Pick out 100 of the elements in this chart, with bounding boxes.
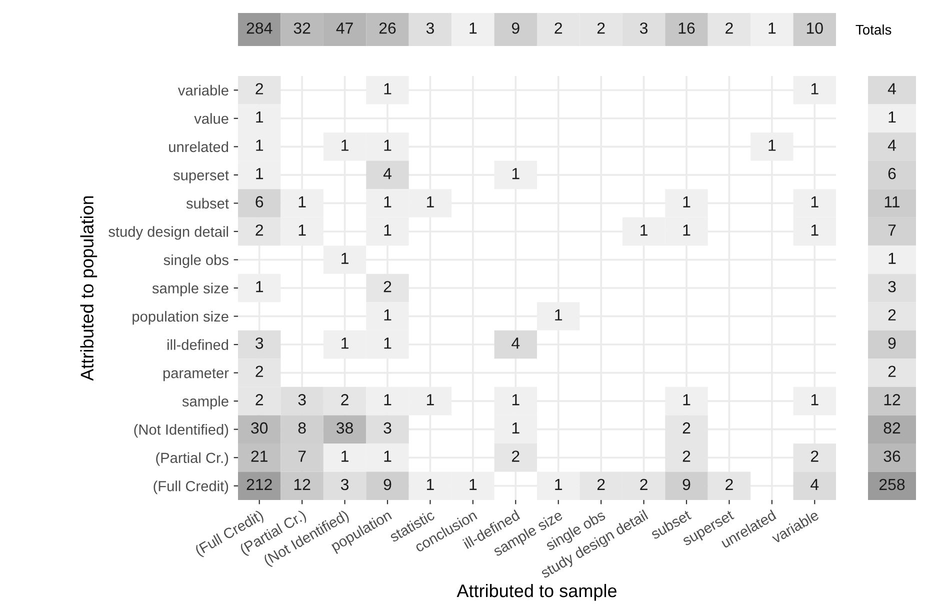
data-label: 1 — [298, 196, 306, 208]
data-label: 1 — [683, 196, 690, 208]
data-label: 30 — [251, 422, 268, 434]
data-label: 9 — [888, 338, 896, 349]
data-label: 82 — [884, 422, 900, 434]
data-label: 2 — [512, 450, 520, 462]
data-label: 1 — [640, 224, 648, 236]
data-label: 1 — [811, 224, 818, 236]
data-label: 1 — [384, 140, 392, 151]
data-label: 1 — [342, 338, 348, 349]
data-label: 6 — [888, 168, 896, 180]
y-tick-label: parameter — [163, 368, 229, 382]
data-label: 3 — [298, 394, 306, 406]
y2-tick-label: Totals — [856, 24, 892, 35]
data-label: 47 — [336, 22, 353, 34]
data-label: 3 — [384, 422, 392, 434]
data-label: 9 — [512, 22, 520, 34]
data-label: 1 — [512, 394, 520, 406]
data-label: 3 — [640, 22, 648, 34]
data-label: 3 — [340, 478, 349, 490]
data-label: 1 — [342, 140, 348, 151]
data-label: 1 — [384, 338, 392, 349]
data-label: 1 — [470, 479, 477, 490]
data-label: 21 — [251, 450, 268, 462]
data-label: 1 — [768, 140, 776, 151]
data-label: 1 — [384, 196, 392, 208]
data-label: 9 — [682, 478, 690, 490]
data-label: 2 — [726, 478, 733, 490]
data-label: 2 — [341, 394, 348, 406]
data-label: 8 — [298, 422, 306, 434]
y-axis-title: Attributed to population — [80, 196, 98, 381]
data-label: 1 — [256, 140, 264, 151]
y-tick-label: sample — [182, 396, 228, 410]
y-tick-label: population size — [132, 310, 228, 325]
y-tick-label: value — [194, 113, 228, 124]
y-tick-label: superset — [173, 170, 229, 184]
data-label: 7 — [888, 224, 896, 236]
data-label: 2 — [682, 422, 690, 434]
data-label: 1 — [768, 22, 776, 34]
data-label: 1 — [342, 450, 348, 462]
data-label: 1 — [426, 479, 434, 490]
data-label: 1 — [555, 479, 562, 490]
data-label: 1 — [811, 83, 818, 94]
data-label: 1 — [811, 196, 818, 208]
data-label: 2 — [726, 22, 733, 34]
data-label: 2 — [597, 22, 605, 34]
data-label: 1 — [683, 224, 690, 236]
data-label: 2 — [888, 366, 896, 377]
data-label: 9 — [384, 478, 392, 490]
data-label: 284 — [246, 22, 272, 34]
data-label: 2 — [256, 83, 263, 94]
data-label: 11 — [884, 196, 900, 208]
data-label: 1 — [256, 168, 264, 180]
data-label: 1 — [512, 168, 520, 180]
y-tick-label: subset — [186, 198, 229, 209]
x-axis-title: Attributed to sample — [456, 584, 616, 601]
data-label: 1 — [298, 224, 306, 236]
data-label: 2 — [888, 309, 896, 320]
data-label: 4 — [383, 168, 392, 180]
data-label: 1 — [384, 224, 392, 236]
data-label: 1 — [256, 112, 264, 123]
y-tick-label: ill-defined — [168, 339, 228, 350]
data-label: 1 — [888, 252, 896, 264]
data-label: 1 — [555, 309, 562, 320]
data-label: 2 — [384, 280, 392, 292]
data-label: 2 — [256, 366, 263, 377]
data-label: 6 — [256, 196, 264, 208]
data-label: 258 — [879, 478, 905, 490]
data-label: 1 — [256, 281, 264, 292]
data-label: 36 — [884, 450, 900, 462]
data-label: 1 — [384, 450, 392, 462]
data-label: 2 — [256, 224, 263, 236]
data-label: 1 — [426, 196, 434, 208]
data-label: 32 — [294, 22, 310, 34]
data-label: 3 — [426, 22, 434, 34]
data-label: 4 — [888, 83, 896, 94]
data-label: 1 — [683, 394, 690, 406]
data-label: 4 — [810, 479, 819, 490]
data-label: 1 — [384, 309, 392, 320]
data-label: 1 — [470, 22, 477, 34]
y-tick-label: (Full Credit) — [154, 480, 228, 494]
y-tick-label: study design detail — [108, 226, 228, 240]
data-label: 2 — [640, 478, 648, 490]
data-label: 1 — [888, 112, 896, 123]
data-label: 3 — [888, 280, 896, 292]
data-label: 2 — [554, 22, 562, 34]
data-label: 1 — [342, 252, 348, 264]
data-label: 2 — [811, 450, 818, 462]
data-label: 38 — [336, 422, 353, 434]
data-label: 2 — [682, 450, 690, 462]
data-label: 12 — [884, 394, 900, 406]
data-label: 16 — [678, 22, 695, 34]
y-tick-label: variable — [178, 84, 228, 96]
data-label: 26 — [379, 22, 396, 34]
y-tick-label: single obs — [164, 254, 228, 268]
y-tick-label: (Partial Cr.) — [156, 452, 228, 466]
data-label: 10 — [806, 22, 823, 34]
data-label: 3 — [256, 338, 264, 349]
data-label: 4 — [512, 338, 520, 349]
data-label: 2 — [597, 478, 605, 490]
